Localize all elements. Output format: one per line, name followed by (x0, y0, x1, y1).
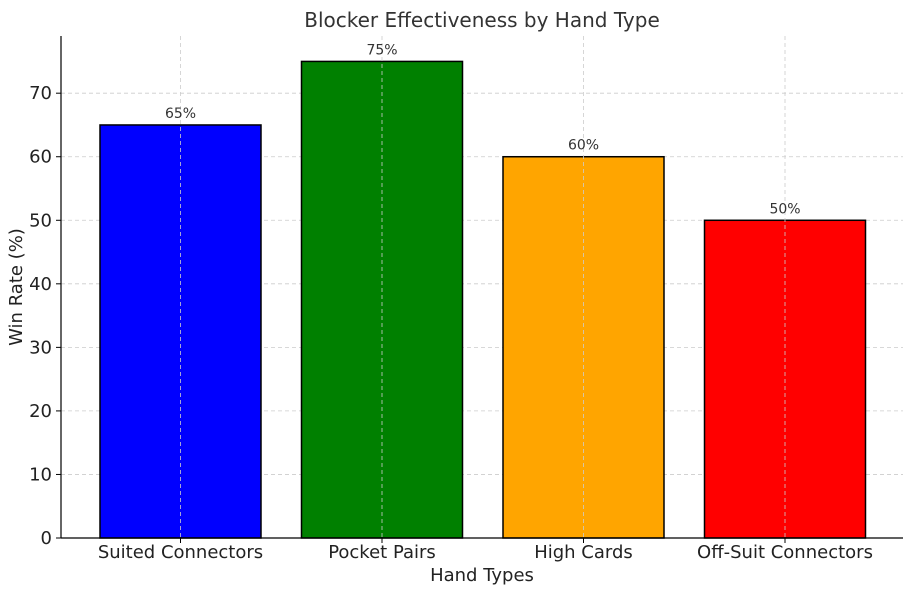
x-tick-label: Suited Connectors (98, 542, 263, 563)
y-tick-label: 40 (29, 274, 52, 295)
x-tick-label: High Cards (534, 542, 633, 563)
y-tick-label: 10 (29, 464, 52, 485)
x-tick-label: Off-Suit Connectors (697, 542, 873, 563)
y-tick-label: 50 (29, 210, 52, 231)
bars-layer (99, 36, 867, 539)
bar-value-label: 50% (769, 201, 800, 217)
bar-value-label: 60% (568, 138, 599, 154)
x-axis-label: Hand Types (430, 565, 534, 586)
y-tick-label: 70 (29, 83, 52, 104)
x-tick-label: Pocket Pairs (328, 542, 436, 563)
bar-value-label: 75% (366, 42, 397, 58)
chart-title: Blocker Effectiveness by Hand Type (304, 8, 660, 32)
y-tick-label: 0 (41, 528, 52, 549)
bar-value-label: 65% (165, 106, 196, 122)
axes-layer (60, 36, 903, 539)
y-tick-label: 20 (29, 401, 52, 422)
y-tick-label: 30 (29, 337, 52, 358)
y-tick-label: 60 (29, 147, 52, 168)
ticks-layer: 0 10 20 30 40 50 60 70 Suited Connectors 65% Pocke… (29, 42, 873, 563)
y-axis-label: Win Rate (%) (6, 228, 27, 346)
